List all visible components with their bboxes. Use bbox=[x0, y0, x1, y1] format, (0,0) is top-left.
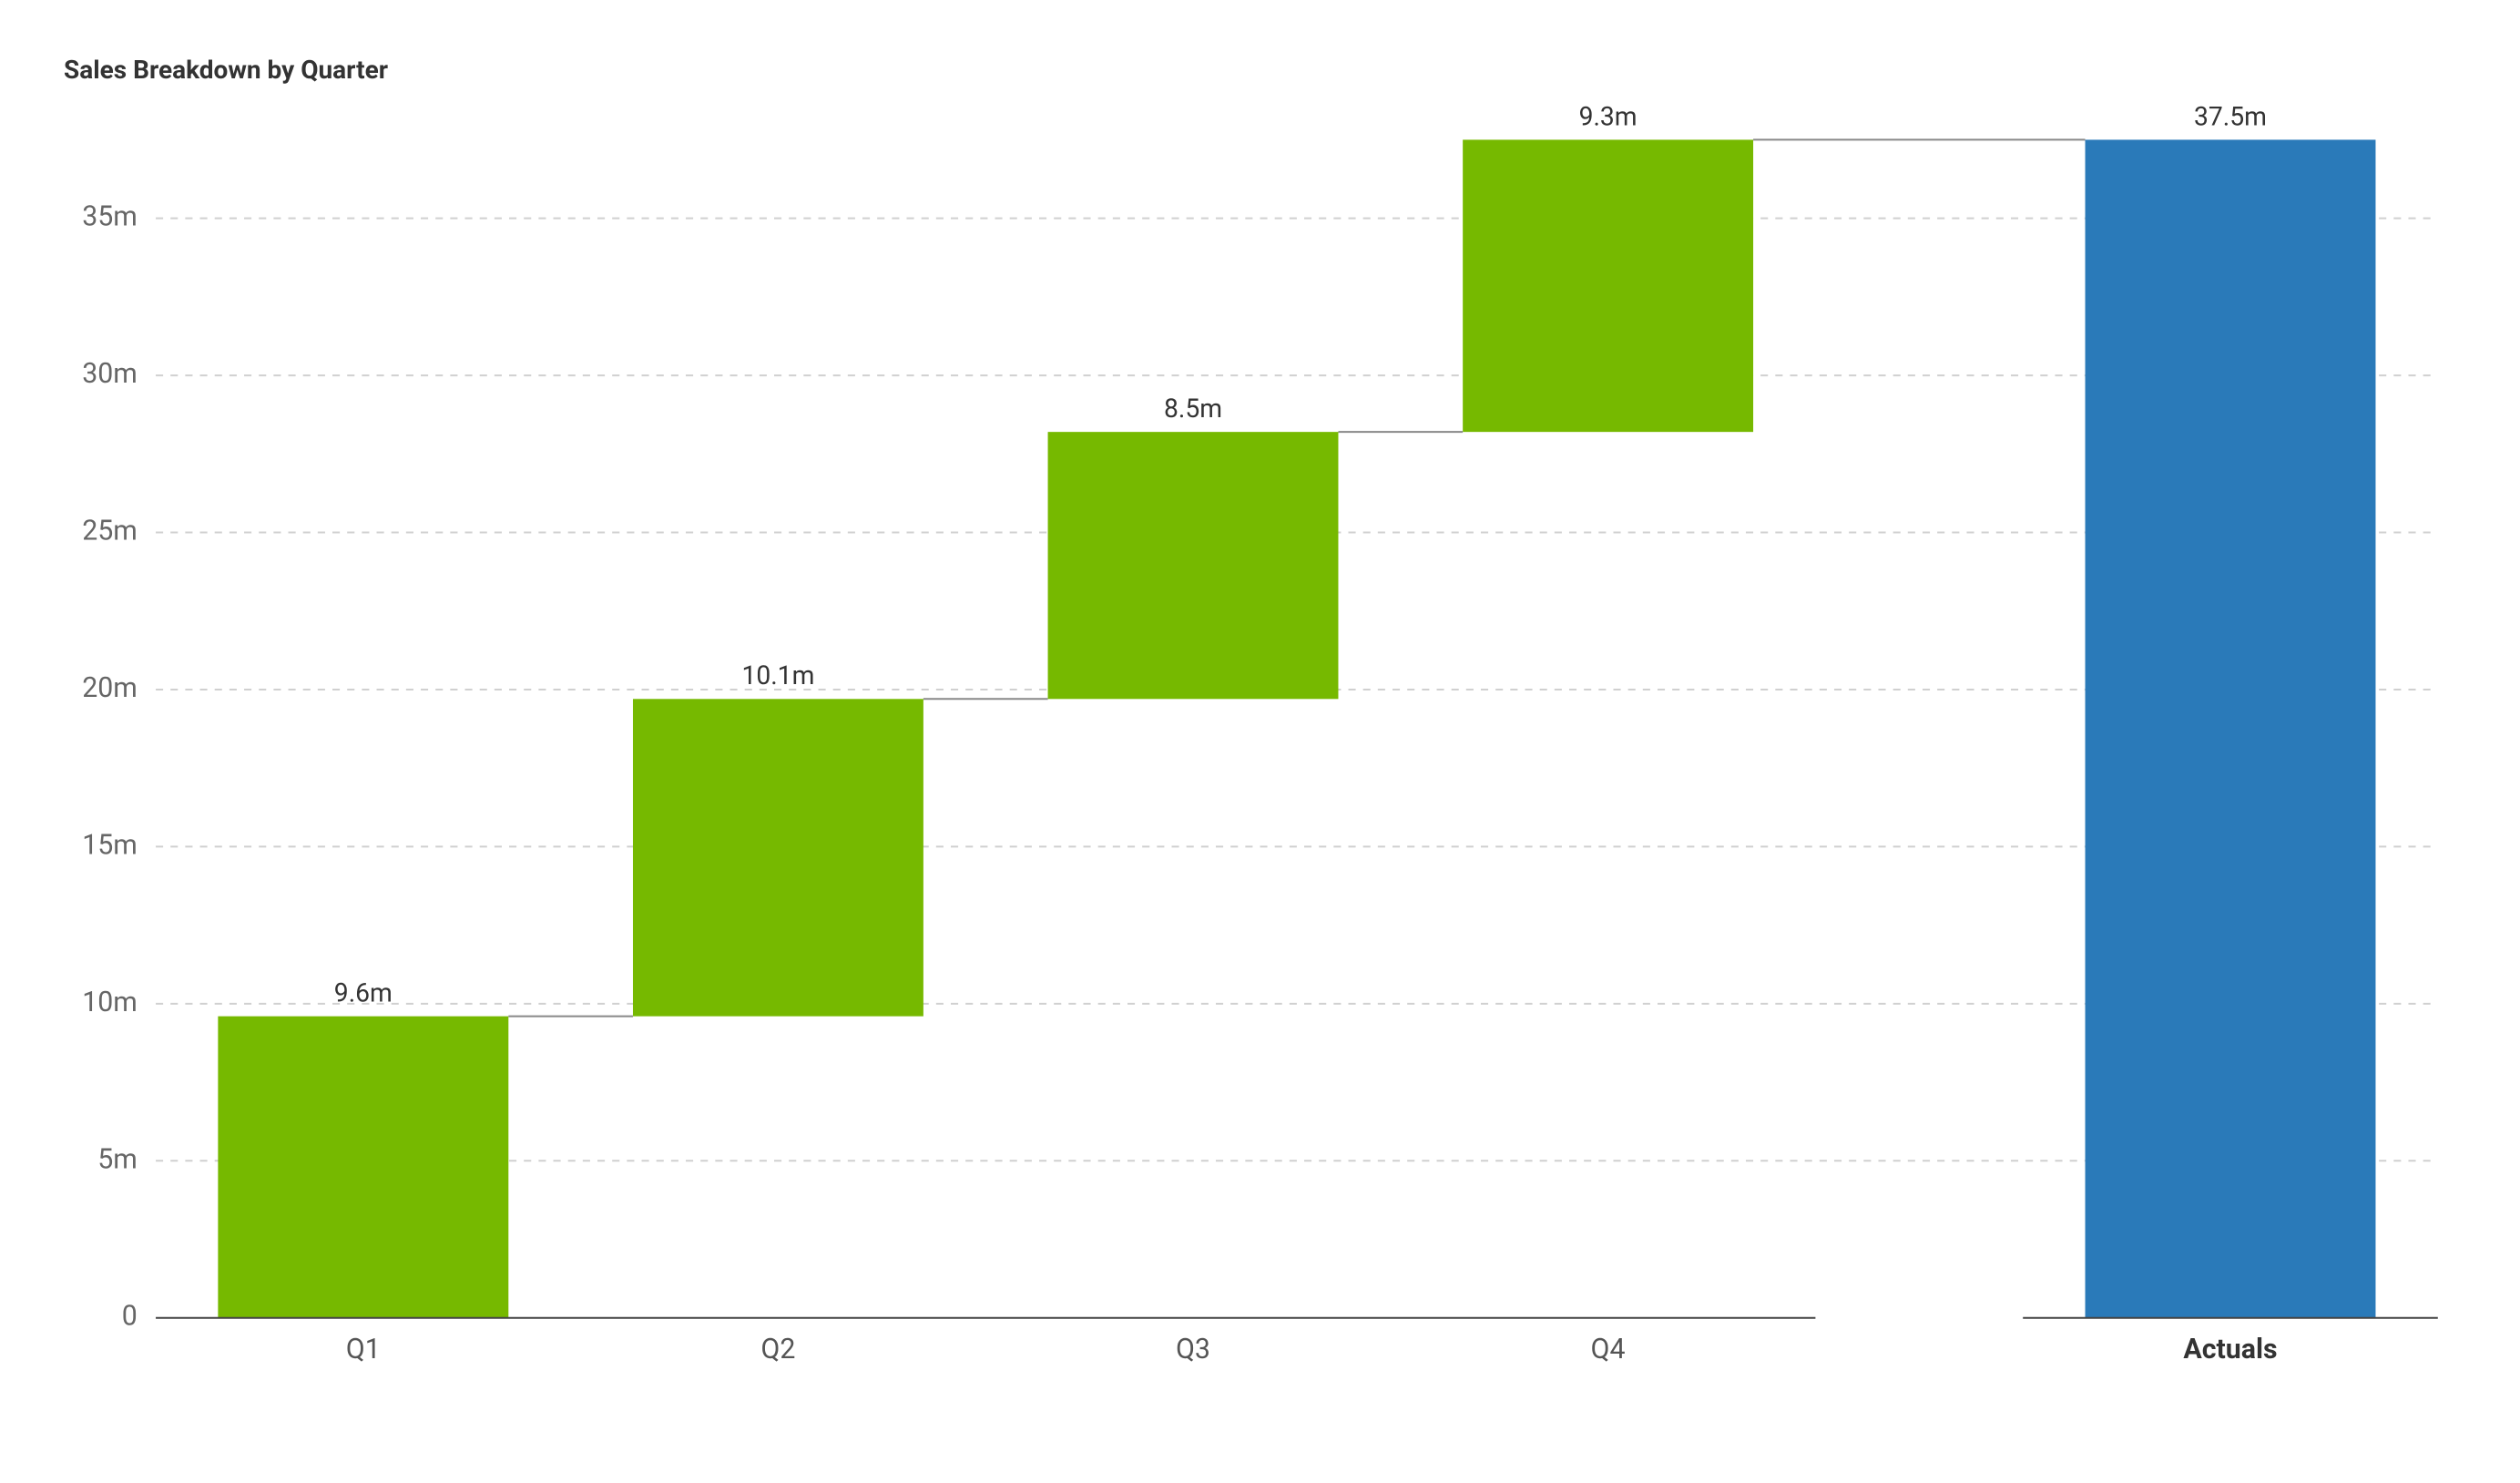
y-tick-label: 25m bbox=[82, 516, 138, 547]
x-tick-label: Q1 bbox=[346, 1334, 381, 1365]
x-tick-label: Q2 bbox=[760, 1334, 795, 1365]
bar-increase bbox=[1463, 139, 1753, 432]
y-tick-label: 0 bbox=[122, 1301, 138, 1333]
waterfall-chart: Sales Breakdown by Quarter 0 5m 10m 15m 20m 2… bbox=[0, 0, 2520, 1483]
y-tick-label: 35m bbox=[82, 201, 138, 233]
bar-total bbox=[2086, 139, 2376, 1317]
y-tick-label: 10m bbox=[82, 987, 138, 1018]
bar-value-label: 10.1m bbox=[741, 660, 814, 690]
x-tick-label: Q3 bbox=[1176, 1334, 1210, 1365]
y-tick-label: 30m bbox=[82, 358, 138, 390]
y-tick-label: 20m bbox=[82, 672, 138, 704]
bar-increase bbox=[218, 1017, 508, 1318]
bar-increase bbox=[633, 699, 923, 1016]
chart-plot-area: 0 5m 10m 15m 20m 25m 30m 35m 9.6m 10.1m 8.5m 9.3m 37… bbox=[64, 103, 2456, 1428]
chart-title: Sales Breakdown by Quarter bbox=[64, 55, 2456, 85]
x-tick-label: Q4 bbox=[1591, 1334, 1626, 1365]
bar-increase bbox=[1048, 432, 1339, 699]
y-tick-label: 15m bbox=[82, 829, 138, 861]
y-tick-label: 5m bbox=[97, 1143, 138, 1175]
bar-value-label: 9.3m bbox=[1579, 103, 1637, 131]
x-tick-label: Actuals bbox=[2183, 1334, 2277, 1365]
bar-value-label: 37.5m bbox=[2194, 103, 2267, 131]
bar-value-label: 9.6m bbox=[334, 977, 393, 1007]
bar-value-label: 8.5m bbox=[1164, 394, 1222, 424]
